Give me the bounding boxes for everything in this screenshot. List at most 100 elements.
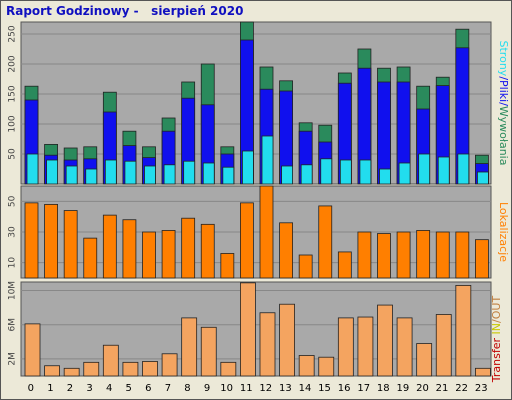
x-axis-tick-label: 13 [279,383,292,394]
transfer-bar [44,365,60,377]
transfer-bar [455,285,472,377]
sites-bar [161,230,176,279]
x-axis-tick-label: 8 [184,383,190,394]
page-title: Raport Godzinowy - sierpień 2020 [6,4,244,18]
requests-ytick-label: 100 [8,115,18,132]
x-axis-tick-label: 18 [377,383,390,394]
pages-bar [65,165,78,185]
sites-bar [142,231,156,279]
sites-bar [455,231,470,279]
requests-side-label-part: Strony [497,41,510,77]
transfer-side-label-part: Transfer [490,334,503,383]
transfer-side-label-part: OUT [490,296,503,320]
transfer-bar [240,282,256,377]
sites-bar [475,239,489,279]
sites-bar [122,219,137,279]
pages-bar [242,150,254,185]
x-axis-tick-label: 11 [240,383,253,394]
x-axis-tick-label: 16 [338,383,351,394]
x-axis-tick-label: 12 [259,383,272,394]
x-axis-tick-label: 14 [299,383,312,394]
requests-ytick-label: 150 [8,85,18,102]
sites-bar [318,205,333,279]
transfer-ytick-label: 6M [8,318,18,332]
sites-bar [396,231,411,279]
transfer-bar [416,343,433,377]
transfer-bar [161,353,178,377]
sites-bar [279,222,293,279]
pages-bar [359,159,372,185]
x-axis-tick-label: 19 [397,383,410,394]
transfer-ytick-label: 2M [8,352,18,366]
requests-side-label-part: Pliki [497,80,510,102]
sites-bar [416,230,431,279]
pages-bar [457,153,470,185]
sites-bar [240,202,254,279]
requests-ytick-label: 200 [8,55,18,72]
x-axis-tick-label: 4 [106,383,112,394]
sites-ytick-label: 50 [8,195,18,207]
requests-panel-background [20,21,492,185]
pages-bar [418,153,431,185]
sites-bar [83,237,98,279]
requests-side-label-part: / [497,76,510,80]
pages-bar [124,160,137,185]
transfer-side-label: Transfer IN/OUT [490,296,503,384]
x-axis-tick-label: 23 [475,383,488,394]
pages-bar [26,153,39,185]
x-axis-tick-label: 2 [67,383,73,394]
sites-side-label-part: Lokalizacje [497,202,510,262]
transfer-ytick-label: 10M [8,281,18,300]
x-axis-tick-label: 3 [86,383,92,394]
requests-ytick-label: 50 [8,148,18,160]
x-axis-tick-label: 21 [436,383,449,394]
transfer-bar [337,317,354,377]
transfer-bar [63,367,80,377]
sites-ytick-label: 30 [8,226,18,238]
requests-side-label-part: Wywołania [497,106,510,166]
pages-bar [85,168,98,185]
sites-bar [44,203,58,279]
transfer-bar [396,317,413,377]
x-axis-tick-label: 5 [126,383,132,394]
transfer-bar [279,303,295,377]
sites-bar [298,254,313,279]
transfer-panel-background [20,281,492,377]
requests-side-label: Strony/Pliki/Wywołania [497,41,510,166]
pages-bar [398,162,411,185]
sites-bar [102,214,117,279]
sites-bar [181,217,196,279]
pages-bar [261,135,274,185]
pages-bar [144,165,156,185]
transfer-bar [142,361,158,377]
sites-bar [200,223,215,279]
pages-bar [300,164,313,185]
pages-bar [437,156,450,185]
sites-bar [357,231,372,279]
x-axis-tick-label: 20 [416,383,429,394]
transfer-bar [122,361,139,377]
sites-side-label: Lokalizacje [497,202,510,262]
x-axis-tick-label: 9 [204,383,210,394]
pages-bar [320,158,333,185]
x-axis-tick-label: 22 [455,383,468,394]
transfer-bar [181,317,198,377]
sites-bar [435,231,450,279]
transfer-bar [298,355,315,377]
transfer-bar [377,304,393,377]
requests-ytick-label: 250 [8,25,18,42]
sites-bar [259,185,274,279]
x-axis-tick-label: 7 [165,383,171,394]
x-axis-tick-label: 0 [28,383,34,394]
x-axis-tick-label: 6 [145,383,151,394]
sites-bar [337,251,352,279]
transfer-bar [24,323,41,377]
pages-bar [281,165,293,185]
transfer-bar [102,344,119,377]
pages-bar [339,159,352,185]
transfer-bar [475,367,491,377]
transfer-bar [357,316,374,377]
sites-bar [63,210,78,279]
transfer-bar [200,326,217,377]
